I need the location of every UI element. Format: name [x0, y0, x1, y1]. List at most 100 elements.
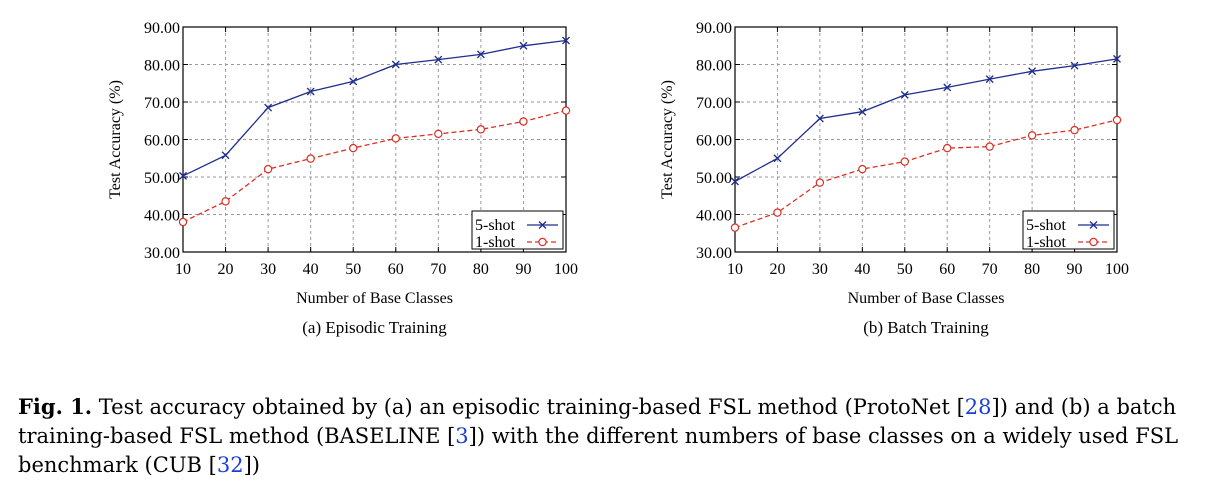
data-point-5-shot — [1070, 61, 1079, 70]
chart-batch-training: 10 20 30 40 50 60 70 80 90 100 30.00 40.00 50.00 60.0… — [659, 20, 1129, 337]
legend-label-5-shot: 5-shot — [475, 217, 516, 234]
marker-stroke — [476, 50, 485, 59]
x-tick-label: 50 — [345, 261, 361, 278]
marker-stroke — [858, 107, 867, 116]
y-axis-label: Test Accuracy (%) — [659, 80, 676, 199]
marker-stroke — [815, 114, 824, 123]
chart-title: (b) Batch Training — [863, 318, 989, 337]
y-tick-label: 60.00 — [144, 133, 180, 150]
y-tick-label: 60.00 — [696, 133, 732, 150]
data-point-5-shot — [943, 83, 952, 92]
y-tick-label: 50.00 — [144, 170, 180, 187]
x-tick-label: 10 — [727, 261, 743, 278]
x-tick-label: 60 — [939, 261, 955, 278]
x-tick-label: 40 — [854, 261, 870, 278]
chart-title: (a) Episodic Training — [302, 318, 447, 337]
y-tick-label: 40.00 — [696, 208, 732, 225]
series-line-5-shot — [182, 39, 567, 177]
data-point-1-shot — [858, 164, 867, 174]
x-tick-label: 60 — [388, 261, 404, 278]
x-tick-label: 20 — [218, 261, 234, 278]
data-point-1-shot — [773, 208, 782, 217]
legend-marker — [1089, 237, 1098, 247]
series-line-1-shot — [734, 119, 1118, 229]
data-point-1-shot — [900, 157, 909, 166]
x-tick-label: 80 — [1024, 261, 1040, 278]
data-point-1-shot — [178, 217, 188, 227]
data-point-5-shot — [476, 50, 485, 59]
caption-text-3: ]) with the different numbers of base cl… — [18, 424, 1179, 477]
x-tick-label: 70 — [982, 261, 998, 278]
y-tick-label: 90.00 — [144, 20, 180, 37]
x-tick-label: 90 — [1067, 261, 1083, 278]
legend-box — [1022, 210, 1115, 250]
citation-link-32[interactable]: 32 — [216, 453, 244, 477]
data-point-1-shot — [943, 143, 952, 153]
data-point-1-shot — [561, 106, 571, 115]
data-point-1-shot — [391, 134, 400, 143]
data-point-1-shot — [815, 178, 825, 187]
series-line-5-shot — [734, 58, 1118, 183]
marker-stroke — [221, 151, 230, 160]
data-point-1-shot — [1112, 115, 1122, 125]
x-tick-label: 70 — [430, 261, 446, 278]
marker-stroke — [349, 77, 358, 86]
y-tick-label: 30.00 — [696, 245, 732, 262]
x-tick-label: 10 — [175, 261, 191, 278]
x-tick-label: 30 — [260, 261, 276, 278]
data-point-5-shot — [1028, 67, 1037, 76]
marker-stroke — [773, 154, 782, 163]
legend-marker — [538, 221, 547, 229]
data-point-1-shot — [306, 154, 315, 163]
y-tick-label: 80.00 — [144, 58, 180, 75]
data-point-1-shot — [1070, 125, 1079, 135]
x-tick-label: 50 — [897, 261, 913, 278]
data-point-1-shot — [349, 143, 358, 153]
data-point-5-shot — [858, 107, 867, 116]
caption-text-2: ]) and (b) a batch training-based FSL me… — [18, 395, 1177, 448]
data-point-1-shot — [985, 142, 994, 151]
y-tick-label: 50.00 — [696, 170, 732, 187]
marker-stroke — [1028, 67, 1037, 76]
x-axis-label: Number of Base Classes — [296, 290, 453, 307]
x-tick-label: 100 — [1105, 261, 1129, 278]
data-point-5-shot — [434, 55, 443, 64]
marker-stroke — [985, 75, 994, 84]
marker-stroke — [434, 55, 443, 64]
citation-link-3[interactable]: 3 — [455, 424, 469, 448]
data-point-5-shot — [1113, 54, 1121, 63]
data-point-5-shot — [306, 87, 315, 96]
data-point-5-shot — [391, 60, 400, 69]
y-axis-label: Test Accuracy (%) — [107, 80, 124, 199]
legend-label-5-shot: 5-shot — [1026, 217, 1067, 234]
legend-marker — [1089, 221, 1098, 229]
data-point-5-shot — [731, 177, 739, 186]
citation-link-28[interactable]: 28 — [964, 395, 992, 419]
x-tick-label: 90 — [515, 261, 531, 278]
data-point-5-shot — [900, 90, 909, 99]
figure-label: Fig. 1. — [18, 394, 93, 419]
marker-stroke — [519, 41, 528, 50]
marker-stroke — [900, 90, 909, 99]
x-tick-label: 80 — [473, 261, 489, 278]
data-point-1-shot — [263, 164, 273, 174]
data-point-5-shot — [562, 36, 570, 45]
marker-stroke — [1070, 61, 1079, 70]
data-point-5-shot — [815, 114, 824, 123]
data-point-5-shot — [179, 171, 187, 180]
x-tick-label: 100 — [554, 261, 578, 278]
chart-episodic-training: 10 20 30 40 50 60 70 80 90 100 30.00 40.00 50.00 60.0… — [107, 20, 578, 337]
data-point-1-shot — [730, 223, 740, 232]
marker-stroke — [562, 36, 570, 45]
marker-stroke — [731, 177, 739, 186]
marker-stroke — [1113, 54, 1121, 63]
x-tick-label: 20 — [769, 261, 785, 278]
x-tick-label: 40 — [303, 261, 319, 278]
legend-marker — [538, 237, 547, 247]
data-point-1-shot — [434, 129, 443, 139]
y-tick-label: 70.00 — [144, 95, 180, 112]
data-point-5-shot — [985, 75, 994, 84]
